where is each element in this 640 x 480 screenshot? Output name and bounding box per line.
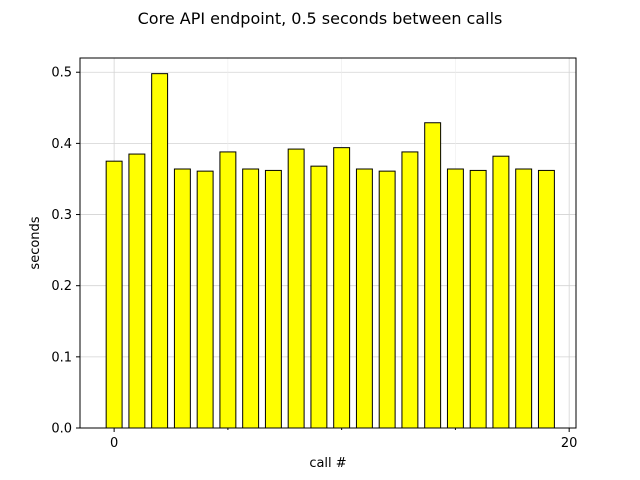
bar [242,168,260,429]
bar [310,165,328,429]
y-tick-label: 0.3 [51,208,72,223]
bar [515,168,533,429]
plot-frame [79,57,577,429]
chart-title: Core API endpoint, 0.5 seconds between c… [138,9,503,28]
x-axis-label: call # [309,456,346,471]
bar [333,147,351,429]
y-tick-label: 0.2 [51,279,72,294]
x-tick-label: 0 [110,436,118,451]
bar [287,148,305,429]
bar [105,160,123,429]
bar [128,153,146,429]
bar [196,170,214,429]
bar [492,155,510,429]
bar [173,168,191,429]
y-axis-label: seconds [28,216,43,269]
bar [378,170,396,429]
y-tick-label: 0.0 [51,422,72,437]
bar [355,168,373,429]
bar [469,169,487,429]
x-tick-label: 20 [561,436,578,451]
bar [264,169,282,429]
bar [424,122,442,429]
bar [446,168,464,429]
y-tick-label: 0.1 [51,350,72,365]
bar [401,151,419,429]
bar [151,73,169,429]
y-tick-label: 0.5 [51,66,72,81]
y-tick-label: 0.4 [51,137,72,152]
bars [105,73,555,429]
axis-ticks: 0.0 0.1 0.2 0.3 0.4 0.5 0 20 [51,66,577,451]
bar [537,169,555,429]
bar [219,151,237,429]
